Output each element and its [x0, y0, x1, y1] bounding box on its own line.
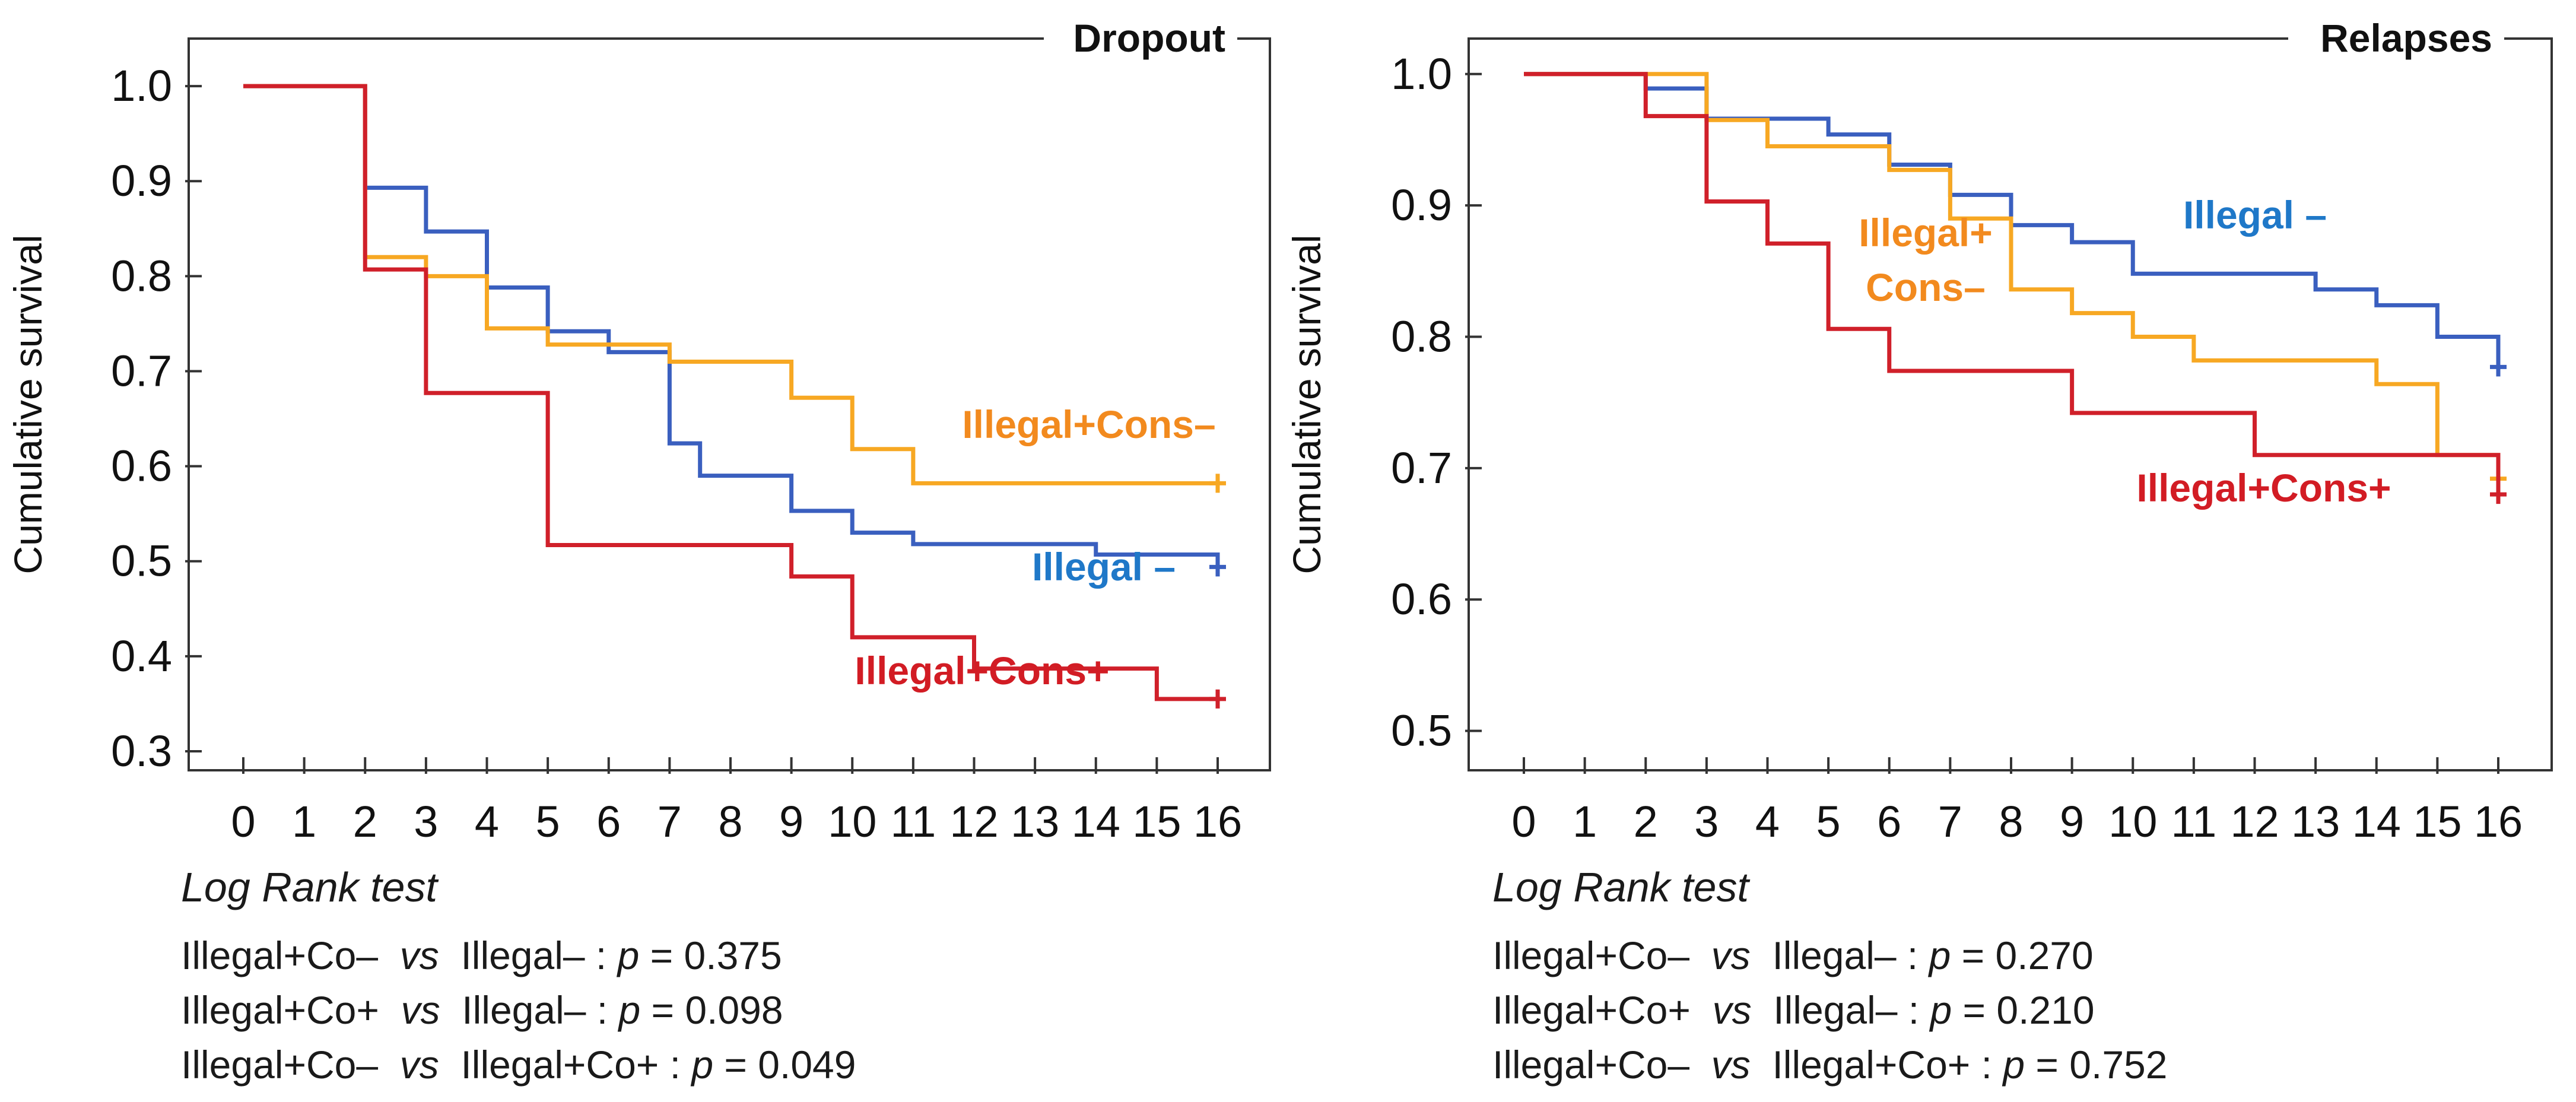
series-label: Illegal+Cons– — [962, 402, 1215, 446]
y-tick-label: 0.7 — [111, 346, 172, 395]
y-tick-label: 0.8 — [111, 251, 172, 300]
x-tick-label: 4 — [475, 797, 499, 846]
censor-mark — [2490, 357, 2507, 377]
censor-mark — [1209, 689, 1226, 709]
chart-title: Dropout — [1073, 16, 1225, 60]
y-tick-label: 1.0 — [1391, 49, 1452, 99]
censor-mark — [2490, 485, 2507, 504]
log-rank-row: Illegal+Co– vs Illegal– : p = 0.270 — [1492, 933, 2094, 977]
x-tick-label: 14 — [2352, 797, 2401, 846]
x-tick-label: 4 — [1755, 797, 1780, 846]
y-tick-label: 1.0 — [111, 61, 172, 110]
log-rank-heading: Log Rank test — [1492, 864, 1749, 910]
x-tick-label: 2 — [353, 797, 377, 846]
x-tick-label: 10 — [2108, 797, 2157, 846]
series-label-line: Cons– — [1866, 265, 1986, 309]
chart-title: Relapses — [2320, 16, 2492, 60]
log-rank-heading: Log Rank test — [181, 864, 437, 910]
series-label: Illegal – — [2183, 193, 2327, 237]
x-tick-label: 9 — [779, 797, 803, 846]
y-axis-label: Cumulative survival — [6, 234, 50, 574]
y-tick-label: 0.4 — [111, 631, 172, 681]
y-tick-label: 0.8 — [1391, 312, 1452, 361]
series-line-illegal-cons — [243, 84, 1218, 701]
x-tick-label: 5 — [1816, 797, 1841, 846]
series-line-illegal — [243, 84, 1220, 567]
x-tick-label: 0 — [1511, 797, 1536, 846]
x-tick-label: 8 — [1999, 797, 2023, 846]
censor-mark — [1209, 474, 1226, 493]
relapses-chart: Relapses 1.0 0.9 0.8 0.7 0.6 0.5 Cumulative sur… — [1285, 16, 2553, 846]
series-label: Illegal+Cons+ — [855, 649, 1109, 693]
x-tick-label: 3 — [414, 797, 438, 846]
x-tick-label: 13 — [1011, 797, 1059, 846]
x-tick-label: 15 — [1132, 797, 1181, 846]
y-tick-label: 0.3 — [111, 726, 172, 776]
x-tick-label: 6 — [596, 797, 621, 846]
x-tick-label: 7 — [658, 797, 682, 846]
x-tick-label: 8 — [718, 797, 742, 846]
y-tick-label: 0.9 — [111, 156, 172, 205]
x-tick-label: 10 — [828, 797, 876, 846]
y-axis-label: Cumulative survival — [1285, 234, 1329, 574]
y-tick-label: 0.6 — [111, 442, 172, 491]
y-tick-label: 0.5 — [111, 536, 172, 586]
series-label: Illegal – — [1032, 545, 1176, 589]
x-tick-label: 9 — [2060, 797, 2084, 846]
x-tick-label: 13 — [2291, 797, 2340, 846]
series-label-line: Illegal+ — [1859, 211, 1993, 255]
series-line-illegal-cons — [1524, 72, 2501, 479]
log-rank-row: Illegal+Co– vs Illegal+Co+ : p = 0.049 — [181, 1043, 856, 1087]
x-tick-label: 2 — [1634, 797, 1658, 846]
log-rank-row: Illegal+Co– vs Illegal+Co+ : p = 0.752 — [1492, 1043, 2168, 1087]
x-tick-label: 14 — [1072, 797, 1120, 846]
x-tick-label: 6 — [1877, 797, 1901, 846]
series-line-illegal-cons — [243, 84, 1218, 485]
x-tick-label: 1 — [1573, 797, 1597, 846]
x-tick-label: 1 — [292, 797, 316, 846]
log-rank-row: Illegal+Co+ vs Illegal– : p = 0.098 — [181, 988, 783, 1032]
dropout-chart: Dropout 1.0 0.9 0.8 0.7 0.6 0.5 0.4 0.3 Cumulativ… — [6, 16, 1271, 846]
log-rank-notes-relapses: Log Rank test Illegal+Co– vs Illegal– : … — [1492, 855, 2576, 1092]
y-tick-label: 0.9 — [1391, 180, 1452, 230]
x-tick-label: 15 — [2413, 797, 2461, 846]
series-line-illegal-cons — [1524, 72, 2501, 495]
x-tick-label: 12 — [949, 797, 998, 846]
censor-mark — [1209, 557, 1226, 577]
series-label: Illegal+ Cons– — [1859, 211, 1993, 309]
series-label: Illegal+Cons+ — [2136, 466, 2391, 510]
x-tick-label: 11 — [2171, 797, 2216, 846]
log-rank-row: Illegal+Co– vs Illegal– : p = 0.375 — [181, 933, 782, 977]
x-tick-label: 16 — [1193, 797, 1242, 846]
x-tick-label: 5 — [536, 797, 560, 846]
x-tick-label: 11 — [890, 797, 936, 846]
x-tick-label: 16 — [2474, 797, 2523, 846]
x-tick-label: 0 — [231, 797, 255, 846]
x-tick-label: 3 — [1694, 797, 1719, 846]
log-rank-row: Illegal+Co+ vs Illegal– : p = 0.210 — [1492, 988, 2095, 1032]
y-tick-label: 0.6 — [1391, 574, 1452, 624]
log-rank-notes-dropout: Log Rank test Illegal+Co– vs Illegal– : … — [181, 855, 1427, 1092]
plot-frame — [1468, 37, 2553, 771]
x-tick-label: 12 — [2230, 797, 2279, 846]
y-tick-label: 0.7 — [1391, 443, 1452, 493]
y-tick-label: 0.5 — [1391, 706, 1452, 755]
x-tick-label: 7 — [1938, 797, 1962, 846]
